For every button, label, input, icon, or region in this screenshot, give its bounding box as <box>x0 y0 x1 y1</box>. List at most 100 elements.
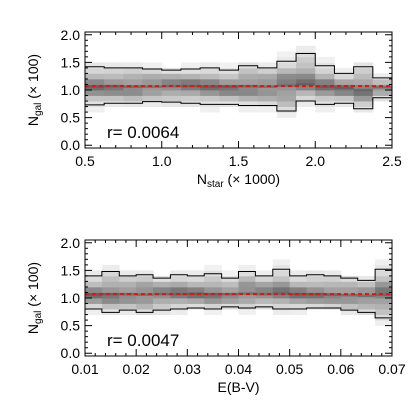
density-cell <box>372 95 392 102</box>
density-cell <box>170 286 188 293</box>
upper-envelope-line <box>85 53 392 79</box>
density-cell <box>272 298 291 304</box>
density-cell <box>375 275 392 282</box>
density-cell <box>180 62 201 69</box>
density-cell <box>104 90 124 96</box>
density-cell <box>272 292 291 299</box>
density-cell <box>85 90 105 96</box>
density-cell <box>187 270 205 277</box>
density-cell <box>101 270 120 277</box>
y-axis-label: Ngal (× 100) <box>25 54 44 126</box>
density-cell <box>289 303 307 310</box>
density-cell <box>272 286 291 293</box>
density-cell <box>85 275 103 282</box>
density-cell <box>200 62 220 69</box>
density-cell <box>289 270 307 277</box>
density-cell <box>204 309 223 315</box>
density-cell <box>296 84 316 91</box>
density-cell <box>315 56 335 63</box>
density-cell <box>334 90 355 96</box>
density-cell <box>200 90 220 96</box>
density-cell <box>375 286 392 293</box>
density-cell <box>255 281 274 288</box>
density-cell <box>276 73 297 80</box>
density-cell <box>375 298 392 304</box>
density-cell <box>136 298 154 304</box>
density-cell <box>272 259 291 266</box>
density-cell <box>375 303 392 310</box>
density-cell <box>353 95 374 102</box>
density-cell <box>375 320 392 327</box>
correlation-annotation: r= 0.0064 <box>107 123 179 142</box>
density-cell <box>180 90 201 96</box>
density-cell <box>104 84 124 91</box>
x-axis-label: E(B-V) <box>218 379 260 395</box>
density-cell <box>123 78 143 85</box>
x-tick-label: 0.06 <box>327 361 354 377</box>
density-cell <box>221 286 239 293</box>
density-cell <box>161 67 182 74</box>
density-cell <box>296 45 316 52</box>
density-cell <box>238 78 259 85</box>
density-cell <box>276 95 297 102</box>
density-cell <box>187 275 205 282</box>
density-cell <box>276 101 297 107</box>
density-cell <box>306 298 325 304</box>
density-cell <box>85 95 105 102</box>
density-cell <box>238 275 256 282</box>
density-cell <box>296 101 316 107</box>
y-tick-label: 2.0 <box>61 27 81 43</box>
density-cell <box>353 106 374 113</box>
density-cell <box>315 95 335 102</box>
density-cell <box>357 286 376 293</box>
density-cell <box>296 90 316 96</box>
x-tick-label: 1.0 <box>152 153 172 169</box>
density-cell <box>123 73 143 80</box>
density-cell <box>334 78 355 85</box>
density-cell <box>296 67 316 74</box>
density-cell <box>315 67 335 74</box>
plot-area <box>85 259 392 327</box>
density-cell <box>136 270 154 277</box>
density-cell <box>123 62 143 69</box>
density-cell <box>315 78 335 85</box>
density-cell <box>101 303 120 310</box>
density-cell <box>272 270 291 277</box>
density-cell <box>136 286 154 293</box>
density-cell <box>238 309 256 315</box>
bottom-panel: 0.01 0.02 0.03 0.04 0.05 0.06 0.07 0.0 0.5 1.0 1.5… <box>25 235 406 395</box>
density-cell <box>296 95 316 102</box>
y-tick-label: 0.0 <box>61 137 81 153</box>
density-cell <box>101 298 120 304</box>
density-cell <box>123 90 143 96</box>
density-cell <box>161 101 182 107</box>
y-tick-label: 1.0 <box>61 82 81 98</box>
density-cell <box>289 286 307 293</box>
density-cell <box>161 90 182 96</box>
density-cell <box>204 298 223 304</box>
density-cell <box>353 78 374 85</box>
density-cell <box>340 298 359 304</box>
density-cell <box>85 62 105 69</box>
density-cell <box>153 292 171 299</box>
density-cell <box>257 101 278 107</box>
density-cell <box>219 67 239 74</box>
density-cell <box>334 101 355 107</box>
density-cell <box>221 275 239 282</box>
density-cell <box>357 298 376 304</box>
density-cell <box>142 101 163 107</box>
density-cell <box>180 84 201 91</box>
x-tick-label: 0.5 <box>75 153 95 169</box>
density-cell <box>272 281 291 288</box>
density-cell <box>238 95 259 102</box>
density-cell <box>353 84 374 91</box>
x-tick-label: 2.0 <box>306 153 326 169</box>
density-cell <box>170 298 188 304</box>
y-tick-label: 2.0 <box>61 235 81 251</box>
density-cell <box>238 106 259 113</box>
density-cell <box>276 78 297 85</box>
density-cell <box>219 90 239 96</box>
density-cell <box>219 62 239 69</box>
density-cell <box>180 67 201 74</box>
